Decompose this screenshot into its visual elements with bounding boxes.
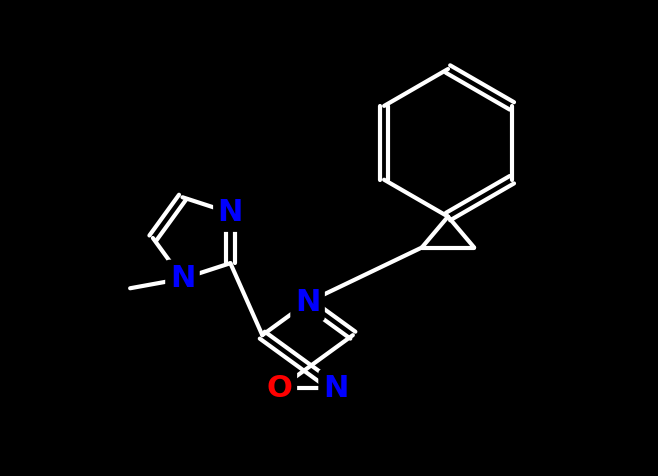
Text: N: N — [323, 374, 348, 403]
Text: N: N — [218, 198, 243, 228]
Text: N: N — [170, 264, 195, 293]
Text: O: O — [266, 374, 293, 403]
Text: N: N — [295, 288, 320, 317]
